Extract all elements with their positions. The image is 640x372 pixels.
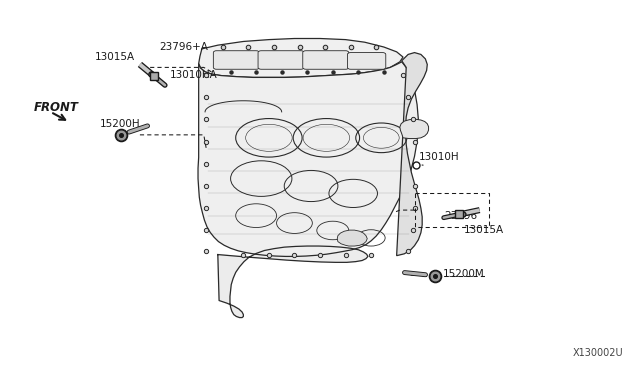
Polygon shape: [198, 38, 403, 77]
Text: 13015A: 13015A: [95, 52, 135, 62]
Text: 15200M: 15200M: [444, 269, 485, 279]
Text: X130002U: X130002U: [573, 348, 623, 358]
Text: 23796: 23796: [445, 211, 477, 221]
Text: 13015A: 13015A: [464, 225, 504, 235]
FancyBboxPatch shape: [303, 51, 349, 69]
Polygon shape: [337, 230, 367, 246]
Text: 23796+A: 23796+A: [159, 42, 208, 52]
Polygon shape: [198, 62, 419, 256]
FancyBboxPatch shape: [213, 51, 259, 69]
FancyBboxPatch shape: [258, 51, 304, 69]
Text: 15200H: 15200H: [100, 119, 140, 129]
Text: 13010H: 13010H: [419, 152, 460, 162]
Text: 13010HA: 13010HA: [170, 70, 218, 80]
Text: FRONT: FRONT: [34, 101, 79, 114]
Polygon shape: [400, 119, 429, 138]
Polygon shape: [218, 246, 368, 318]
FancyBboxPatch shape: [348, 52, 386, 69]
Polygon shape: [397, 52, 428, 256]
